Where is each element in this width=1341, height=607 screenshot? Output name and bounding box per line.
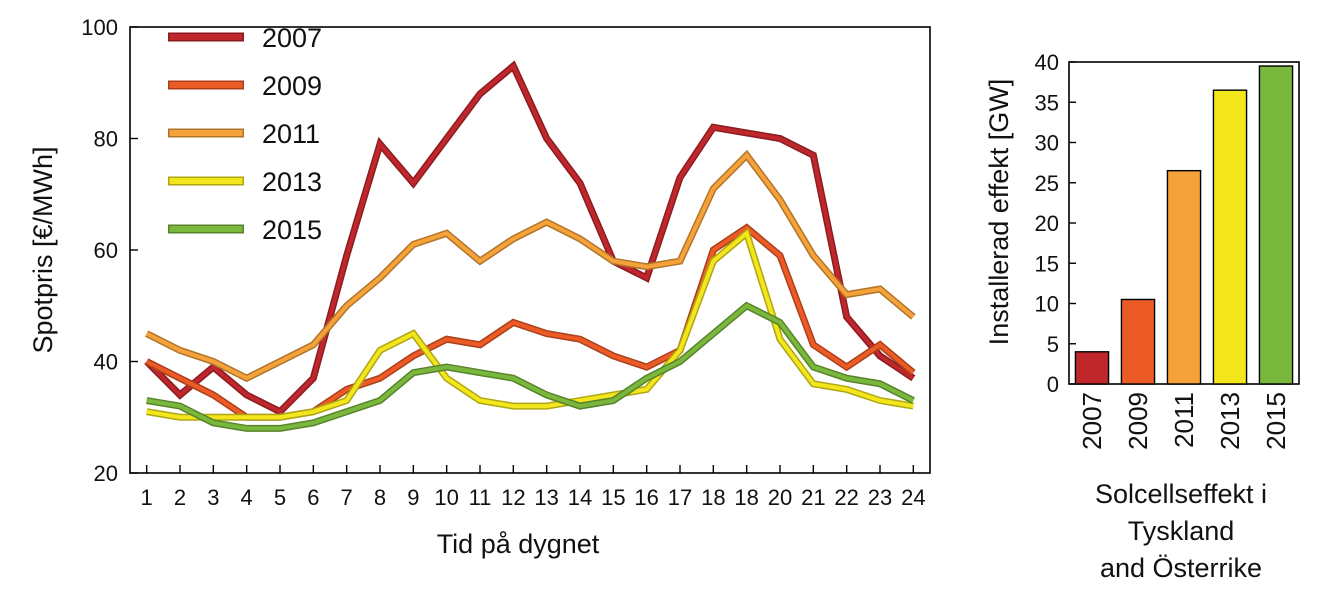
line-x-tick-label: 7	[341, 485, 353, 510]
bar-x-tick-label: 2011	[1169, 392, 1199, 448]
line-x-tick-label: 18	[734, 485, 758, 510]
bar-2009	[1120, 298, 1156, 385]
line-series-2013	[146, 229, 914, 420]
line-x-tick-label: 16	[634, 485, 658, 510]
line-x-tick-label: 11	[469, 485, 492, 510]
bar-x-axis-title-line: Solcellseffekt i	[1095, 479, 1267, 509]
line-x-tick-label: 3	[207, 485, 219, 510]
bar-y-tick-label: 35	[1035, 90, 1059, 115]
bar-x-axis-title: Solcellseffekt i Tyskland and Österrike	[1095, 479, 1267, 583]
line-x-tick-label: 13	[534, 485, 558, 510]
bar-x-axis-title-line: Tyskland	[1128, 516, 1235, 546]
line-y-tick-label: 20	[94, 461, 118, 486]
bar-y-tick-label: 0	[1047, 372, 1059, 397]
line-x-tick-label: 5	[274, 485, 286, 510]
bar-y-tick-label: 30	[1035, 131, 1059, 156]
legend-label-2011: 2011	[262, 119, 320, 149]
bar-y-tick-label: 5	[1047, 332, 1059, 357]
line-x-tick-label: 12	[501, 485, 525, 510]
bar-2015	[1258, 65, 1294, 385]
bar-2013	[1212, 89, 1248, 385]
bar-2011	[1166, 169, 1202, 385]
line-x-tick-label: 8	[374, 485, 386, 510]
line-x-tick-label: 24	[901, 485, 925, 510]
legend-label-2015: 2015	[262, 215, 322, 245]
line-x-tick-label: 20	[768, 485, 792, 510]
line-y-tick-label: 100	[81, 15, 118, 40]
bar-x-tick-label: 2013	[1215, 392, 1245, 450]
line-x-axis-title: Tid på dygnet	[437, 529, 600, 559]
bar-y-tick-label: 15	[1035, 251, 1059, 276]
line-x-tick-label: 14	[568, 485, 592, 510]
line-x-tick-label: 10	[434, 485, 458, 510]
legend-label-2007: 2007	[262, 23, 322, 53]
bar-x-tick-label: 2009	[1123, 392, 1153, 450]
bar-x-axis-title-line: and Österrike	[1100, 553, 1262, 583]
line-y-axis: 20 40 60 80 100	[81, 15, 138, 486]
line-x-tick-label: 2	[174, 485, 186, 510]
line-x-tick-label: 17	[668, 485, 692, 510]
line-x-axis: 1 2 3 4 5 6 7 8 9 10 11 12 13 14 15 16 17 18 18 20 21 22 23 24	[141, 465, 926, 510]
bar-series	[1074, 65, 1294, 385]
line-x-tick-label: 1	[141, 485, 153, 510]
line-series-2007	[145, 62, 915, 415]
line-series-2015	[146, 303, 915, 431]
legend-label-2013: 2013	[262, 167, 322, 197]
line-y-tick-label: 40	[94, 350, 118, 375]
line-x-tick-label: 15	[601, 485, 625, 510]
bar-x-tick-label: 2015	[1261, 392, 1291, 450]
bar-y-tick-label: 20	[1035, 211, 1059, 236]
line-x-tick-label: 22	[834, 485, 858, 510]
line-y-tick-label: 60	[94, 238, 118, 263]
line-x-tick-label: 6	[307, 485, 319, 510]
line-x-tick-label: 18	[701, 485, 725, 510]
bar-y-tick-label: 40	[1035, 50, 1059, 75]
line-series-2011	[145, 152, 915, 381]
bar-y-tick-label: 10	[1035, 292, 1059, 317]
line-y-tick-label: 80	[94, 127, 118, 152]
line-x-tick-label: 21	[801, 485, 825, 510]
bar-chart: 0 5 10 15 20 25 30 35 40 2007 2009 2011 2013 2015 In…	[984, 50, 1300, 583]
line-series-group	[144, 60, 916, 432]
bar-y-axis: 0 5 10 15 20 25 30 35 40	[1035, 50, 1076, 397]
bar-y-axis-title: Installerad effekt [GW]	[984, 79, 1014, 346]
line-x-tick-label: 4	[241, 485, 253, 510]
bar-y-tick-label: 25	[1035, 171, 1059, 196]
line-x-tick-label: 23	[868, 485, 892, 510]
bar-x-axis: 2007 2009 2011 2013 2015	[1077, 392, 1291, 450]
line-y-axis-title: Spotpris [€/MWh]	[28, 146, 58, 353]
bar-2007	[1074, 351, 1110, 385]
line-x-tick-label: 9	[407, 485, 419, 510]
bar-x-tick-label: 2007	[1077, 392, 1107, 450]
line-legend: 2007 2009 2011 2013 2015	[168, 23, 322, 245]
legend-label-2009: 2009	[262, 71, 322, 101]
